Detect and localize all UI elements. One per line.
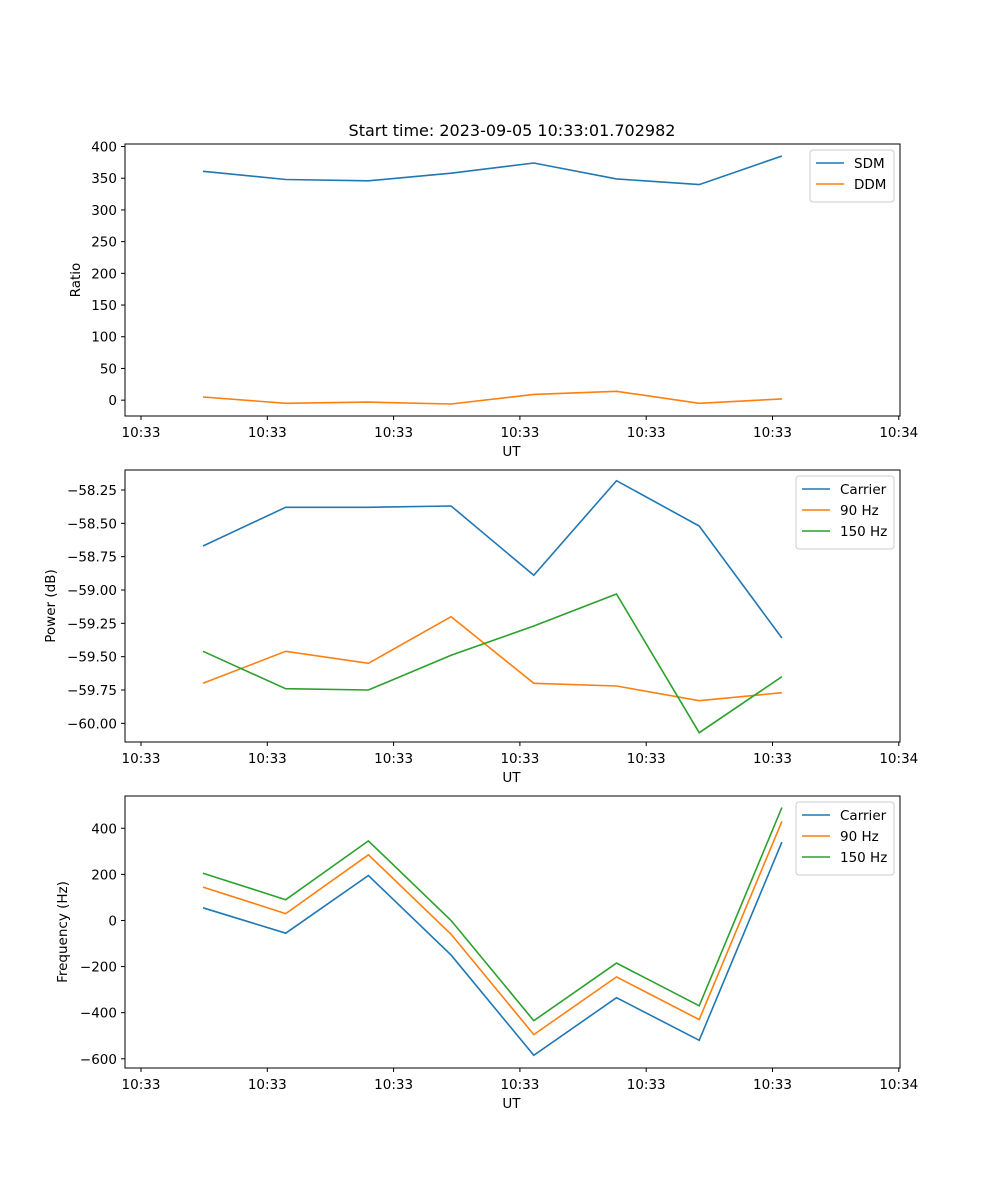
series-line-150-hz — [202, 593, 783, 734]
x-tick-label: 10:33 — [627, 751, 666, 767]
x-tick-label: 10:33 — [500, 1077, 539, 1093]
x-tick-label: 10:34 — [879, 1077, 918, 1093]
figure-title: Start time: 2023-09-05 10:33:01.702982 — [349, 121, 676, 140]
legend-label: Carrier — [840, 808, 887, 824]
axes-frame — [124, 143, 901, 417]
x-axis-label: UT — [502, 770, 521, 786]
y-tick-label: −59.50 — [67, 650, 117, 666]
legend-label: Carrier — [840, 482, 887, 498]
y-tick-label: −200 — [80, 960, 117, 976]
y-axis-label: Ratio — [68, 263, 84, 298]
series-line-carrier — [202, 479, 783, 639]
y-tick-label: 200 — [91, 266, 117, 282]
series-line-sdm — [202, 155, 783, 186]
x-tick-label: 10:33 — [627, 1077, 666, 1093]
y-tick-label: 50 — [100, 361, 117, 377]
y-tick-label: 300 — [91, 203, 117, 219]
x-tick-label: 10:33 — [500, 751, 539, 767]
legend-label: 90 Hz — [840, 503, 879, 519]
chart-panel-2: 10:33 10:33 10:33 10:33 10:33 10:33 10:34 −60.0… — [43, 469, 918, 786]
y-tick-label: 100 — [91, 330, 117, 346]
y-tick-label: 350 — [91, 171, 117, 187]
x-tick-label: 10:33 — [374, 751, 413, 767]
x-tick-label: 10:33 — [753, 751, 792, 767]
x-tick-label: 10:33 — [753, 425, 792, 441]
y-tick-label: −59.00 — [67, 583, 117, 599]
x-tick-label: 10:33 — [248, 1077, 287, 1093]
axes-frame — [124, 795, 901, 1069]
chart-panel-3: 10:33 10:33 10:33 10:33 10:33 10:33 10:34 −600 −… — [55, 795, 918, 1112]
legend-label: 150 Hz — [840, 524, 887, 540]
x-tick-label: 10:33 — [374, 425, 413, 441]
y-tick-label: −59.25 — [67, 616, 117, 632]
x-tick-label: 10:33 — [627, 425, 666, 441]
legend-label: 150 Hz — [840, 850, 887, 866]
y-tick-label: 400 — [91, 140, 117, 156]
y-tick-label: −600 — [80, 1052, 117, 1068]
x-tick-label: 10:33 — [248, 751, 287, 767]
y-axis-label: Power (dB) — [43, 569, 59, 642]
y-tick-label: 400 — [91, 821, 117, 837]
y-tick-label: −58.75 — [67, 550, 117, 566]
x-axis-label: UT — [502, 1096, 521, 1112]
y-tick-label: 150 — [91, 298, 117, 314]
x-tick-label: 10:34 — [879, 751, 918, 767]
y-tick-label: −59.75 — [67, 683, 117, 699]
x-tick-label: 10:33 — [122, 425, 161, 441]
y-tick-label: −400 — [80, 1006, 117, 1022]
y-tick-label: −60.00 — [67, 716, 117, 732]
x-tick-label: 10:33 — [753, 1077, 792, 1093]
legend-label: SDM — [854, 156, 885, 172]
x-tick-label: 10:33 — [500, 425, 539, 441]
legend-label: DDM — [854, 177, 886, 193]
axes-frame — [124, 469, 901, 743]
x-tick-label: 10:33 — [374, 1077, 413, 1093]
x-tick-label: 10:33 — [122, 1077, 161, 1093]
y-tick-label: 200 — [91, 867, 117, 883]
series-line-90-hz — [202, 615, 782, 702]
chart-panel-1: 10:33 10:33 10:33 10:33 10:33 10:33 10:34 0 50 10… — [68, 140, 918, 460]
x-axis-label: UT — [502, 444, 521, 460]
series-line-ddm — [202, 390, 782, 405]
y-tick-label: −58.25 — [67, 483, 117, 499]
series-line-90-hz — [202, 821, 783, 1036]
x-tick-label: 10:33 — [248, 425, 287, 441]
y-tick-label: 0 — [108, 913, 117, 929]
legend-label: 90 Hz — [840, 829, 879, 845]
y-tick-label: 250 — [91, 235, 117, 251]
series-line-carrier — [202, 841, 783, 1057]
series-line-150-hz — [202, 807, 783, 1022]
x-tick-label: 10:33 — [122, 751, 161, 767]
y-tick-label: −58.50 — [67, 516, 117, 532]
y-tick-label: 0 — [108, 393, 117, 409]
x-tick-label: 10:34 — [879, 425, 918, 441]
y-axis-label: Frequency (Hz) — [55, 881, 71, 983]
